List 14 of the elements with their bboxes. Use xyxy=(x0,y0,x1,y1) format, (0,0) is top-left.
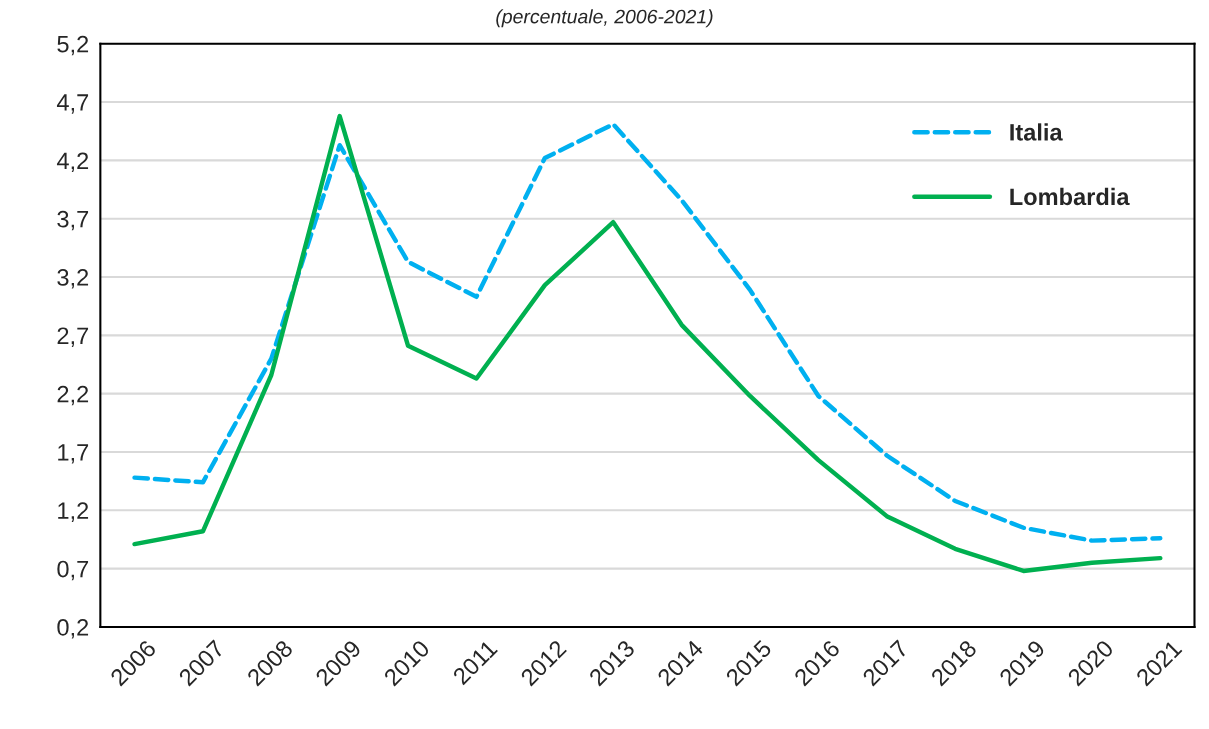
y-tick-label: 3,2 xyxy=(57,269,89,289)
y-tick-label: 0,7 xyxy=(57,560,89,581)
y-tick-label: 0,2 xyxy=(57,619,89,639)
y-tick-label: 2,2 xyxy=(57,385,89,406)
y-tick-label: 2,7 xyxy=(57,327,89,347)
chart-subtitle: (percentuale, 2006-2021) xyxy=(496,9,713,28)
y-tick-label: 1,2 xyxy=(58,502,89,522)
y-tick-label: 4,7 xyxy=(56,94,89,114)
legend-label: Lombardia xyxy=(1010,187,1130,206)
y-tick-label: 1,7 xyxy=(58,444,89,464)
y-tick-label: 5,2 xyxy=(57,35,89,56)
y-tick-label: 3,7 xyxy=(57,210,89,231)
y-tick-label: 4,2 xyxy=(56,152,89,172)
legend-label: Italia xyxy=(1010,123,1063,141)
